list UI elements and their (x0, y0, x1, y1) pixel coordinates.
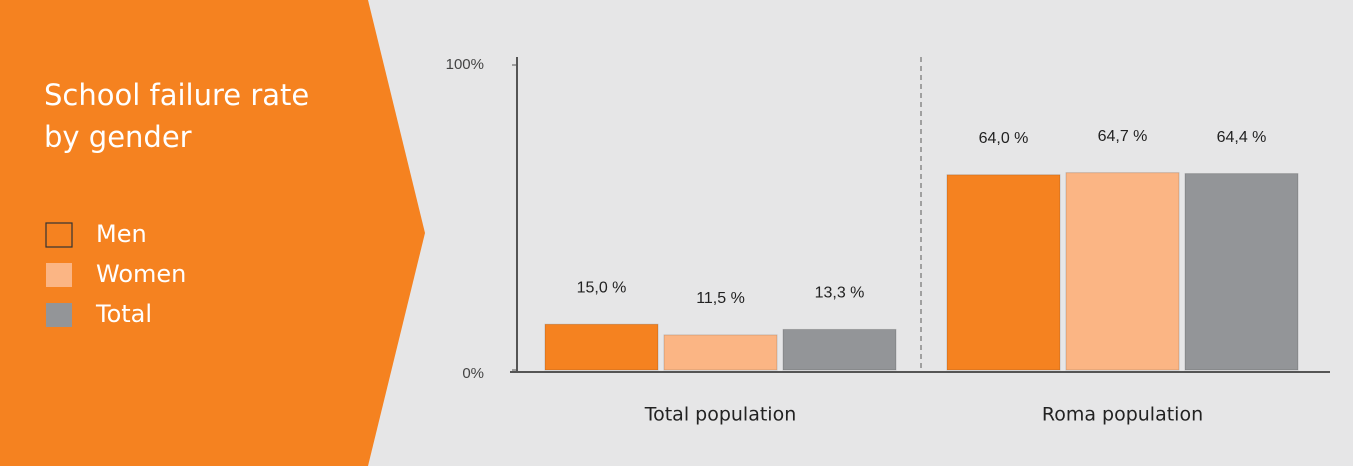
value-label: 11,5 % (696, 290, 745, 307)
value-label: 64,4 % (1217, 129, 1267, 146)
legend-label: Total (95, 300, 152, 328)
legend-label: Men (96, 220, 147, 248)
bar (782, 328, 897, 371)
bar (946, 174, 1061, 371)
legend-swatch (46, 263, 72, 287)
y-tick-label: 100% (446, 56, 484, 73)
bar (544, 323, 659, 371)
x-tick-label: Roma population (1042, 404, 1203, 426)
legend-swatch (46, 303, 72, 327)
y-tick-label: 0% (462, 365, 484, 382)
bar (663, 334, 778, 371)
value-label: 64,7 % (1098, 128, 1148, 145)
bar (1184, 173, 1299, 371)
value-label: 64,0 % (979, 130, 1029, 147)
value-label: 13,3 % (815, 285, 865, 302)
x-tick-label: Total population (644, 404, 797, 426)
bar (1065, 172, 1180, 371)
legend-label: Women (96, 260, 186, 288)
title-panel (0, 0, 425, 466)
chart-title: School failure rate by gender (44, 78, 310, 154)
value-label: 15,0 % (577, 279, 627, 296)
legend-swatch (45, 222, 73, 248)
